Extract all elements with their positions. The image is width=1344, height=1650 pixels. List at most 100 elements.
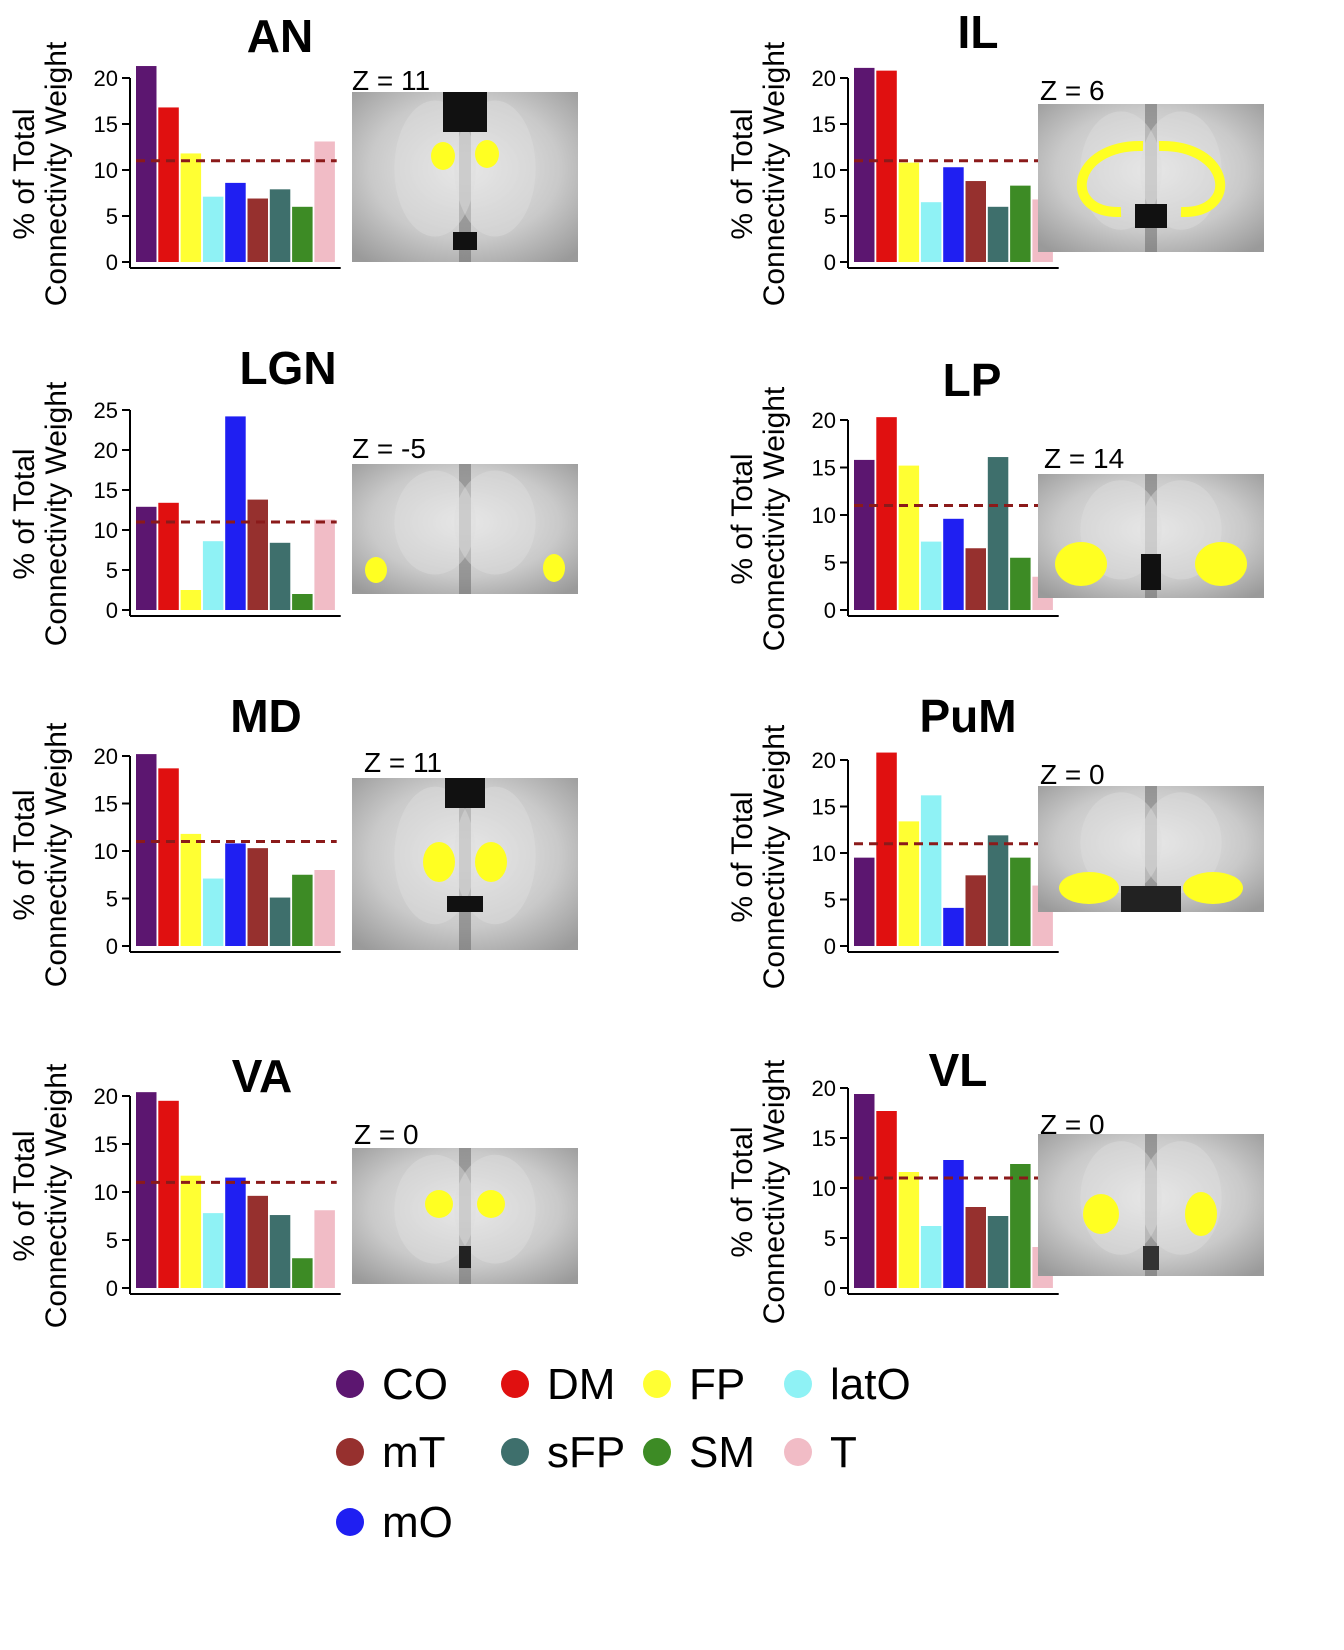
y-tick-label: 0 xyxy=(106,1276,118,1301)
bar-sm xyxy=(292,874,313,946)
thalamic-roi-highlight xyxy=(1183,872,1243,904)
y-tick-label: 10 xyxy=(94,158,118,183)
brain-tissue-shading xyxy=(1140,792,1222,894)
bar-fp xyxy=(898,821,920,946)
bar-mo xyxy=(225,1177,246,1288)
bar-co xyxy=(136,506,157,610)
y-axis-label-line1: % of Total xyxy=(8,448,41,579)
bar-dm xyxy=(158,502,179,610)
bar-fp xyxy=(898,1172,920,1288)
y-tick-label: 0 xyxy=(106,250,118,275)
bar-dm xyxy=(876,752,897,946)
y-axis-label-line1: % of Total xyxy=(726,1126,759,1257)
bar-co xyxy=(136,66,157,262)
brain-tissue-shading xyxy=(394,100,476,237)
brain-tissue-shading xyxy=(454,100,536,237)
bar-co xyxy=(136,1092,157,1288)
thalamic-roi-highlight xyxy=(365,557,387,583)
y-tick-label: 5 xyxy=(824,888,836,913)
thalamic-roi-highlight xyxy=(1059,872,1119,904)
bar-sfp xyxy=(987,1216,1009,1288)
slice-z-label: Z = 0 xyxy=(1040,759,1105,790)
panel-va: VA % of Total Connectivity Weight 0 5 10 15 20 Z… xyxy=(8,1050,578,1328)
bar-mt xyxy=(965,181,986,262)
panel-title: LGN xyxy=(239,342,336,394)
bar-dm xyxy=(158,768,179,946)
ventricle-shadow xyxy=(447,896,483,912)
legend-label-mt: mT xyxy=(382,1428,446,1477)
slice-z-label: Z = 11 xyxy=(352,65,430,96)
bar-sm xyxy=(1010,1164,1031,1288)
bar-co xyxy=(854,857,875,946)
legend-swatch-co xyxy=(336,1370,364,1398)
panel-pum: PuM % of Total Connectivity Weight 0 5 10 15 20… xyxy=(726,690,1264,989)
bar-sm xyxy=(1010,185,1031,262)
y-tick-label: 10 xyxy=(94,839,118,864)
y-tick-label: 15 xyxy=(812,112,836,137)
y-tick-label: 15 xyxy=(812,1126,836,1151)
bar-mo xyxy=(943,167,964,262)
y-tick-label: 20 xyxy=(812,748,836,773)
bar-co xyxy=(854,459,875,610)
y-tick-label: 20 xyxy=(812,408,836,433)
legend-swatch-t xyxy=(784,1438,812,1466)
y-tick-label: 15 xyxy=(812,456,836,481)
brain-midline xyxy=(459,464,471,594)
legend-label-sm: SM xyxy=(689,1428,755,1477)
y-axis-label-line2: Connectivity Weight xyxy=(758,1059,791,1324)
bar-sfp xyxy=(987,457,1009,610)
brain-midline xyxy=(459,92,471,262)
bar-sfp xyxy=(269,897,291,946)
slice-z-label: Z = -5 xyxy=(352,433,426,464)
y-axis-label-line2: Connectivity Weight xyxy=(758,41,791,306)
panel-title: MD xyxy=(230,690,302,742)
bar-mt xyxy=(965,1207,986,1288)
ventricle-shadow xyxy=(1143,1246,1159,1270)
panel-title: VL xyxy=(929,1044,988,1096)
thalamic-roi-highlight xyxy=(1185,1192,1217,1236)
y-tick-label: 20 xyxy=(94,66,118,91)
y-tick-label: 5 xyxy=(106,1228,118,1253)
thalamic-roi-highlight xyxy=(1195,542,1247,586)
y-tick-label: 20 xyxy=(94,744,118,769)
panel-lp: LP % of Total Connectivity Weight 0 5 10 15 20 Z… xyxy=(726,354,1264,651)
y-axis-label-line2: Connectivity Weight xyxy=(758,724,791,989)
y-axis-label-line2: Connectivity Weight xyxy=(40,41,73,306)
bar-lato xyxy=(202,1213,224,1288)
bar-sm xyxy=(292,206,313,262)
bar-mo xyxy=(943,518,964,610)
bar-fp xyxy=(898,465,920,610)
y-axis-label-line2: Connectivity Weight xyxy=(40,1063,73,1328)
y-tick-label: 5 xyxy=(106,204,118,229)
brain-tissue-shading xyxy=(1080,792,1162,894)
panel-il: IL % of Total Connectivity Weight 0 5 10 15 20 Z… xyxy=(726,6,1264,306)
thalamic-roi-highlight xyxy=(543,554,565,582)
y-axis-label-line1: % of Total xyxy=(726,108,759,239)
panel-title: PuM xyxy=(919,690,1016,742)
bar-co xyxy=(136,754,157,946)
y-tick-label: 15 xyxy=(94,1132,118,1157)
y-axis-label-line1: % of Total xyxy=(8,108,41,239)
legend-swatch-sfp xyxy=(501,1438,529,1466)
bar-fp xyxy=(180,1175,202,1288)
thalamic-roi-highlight xyxy=(1083,1194,1119,1234)
legend-swatch-fp xyxy=(643,1370,671,1398)
y-tick-label: 5 xyxy=(106,887,118,912)
bar-fp xyxy=(180,153,202,262)
y-tick-label: 20 xyxy=(812,66,836,91)
bar-t xyxy=(314,141,335,262)
thalamic-roi-highlight xyxy=(477,1190,505,1218)
ventricle-shadow xyxy=(459,1246,471,1268)
bar-dm xyxy=(876,1111,897,1288)
y-tick-label: 5 xyxy=(824,1226,836,1251)
panel-an: AN % of Total Connectivity Weight 0 5 10 15 20 Z… xyxy=(8,10,578,306)
thalamic-roi-highlight xyxy=(475,140,499,168)
slice-z-label: Z = 0 xyxy=(1040,1109,1105,1140)
bar-mt xyxy=(247,1195,268,1288)
y-tick-label: 10 xyxy=(812,1176,836,1201)
y-axis-label-line1: % of Total xyxy=(8,1130,41,1261)
brain-midline xyxy=(1145,786,1157,912)
thalamic-roi-highlight xyxy=(431,142,455,170)
bar-lato xyxy=(920,795,942,946)
